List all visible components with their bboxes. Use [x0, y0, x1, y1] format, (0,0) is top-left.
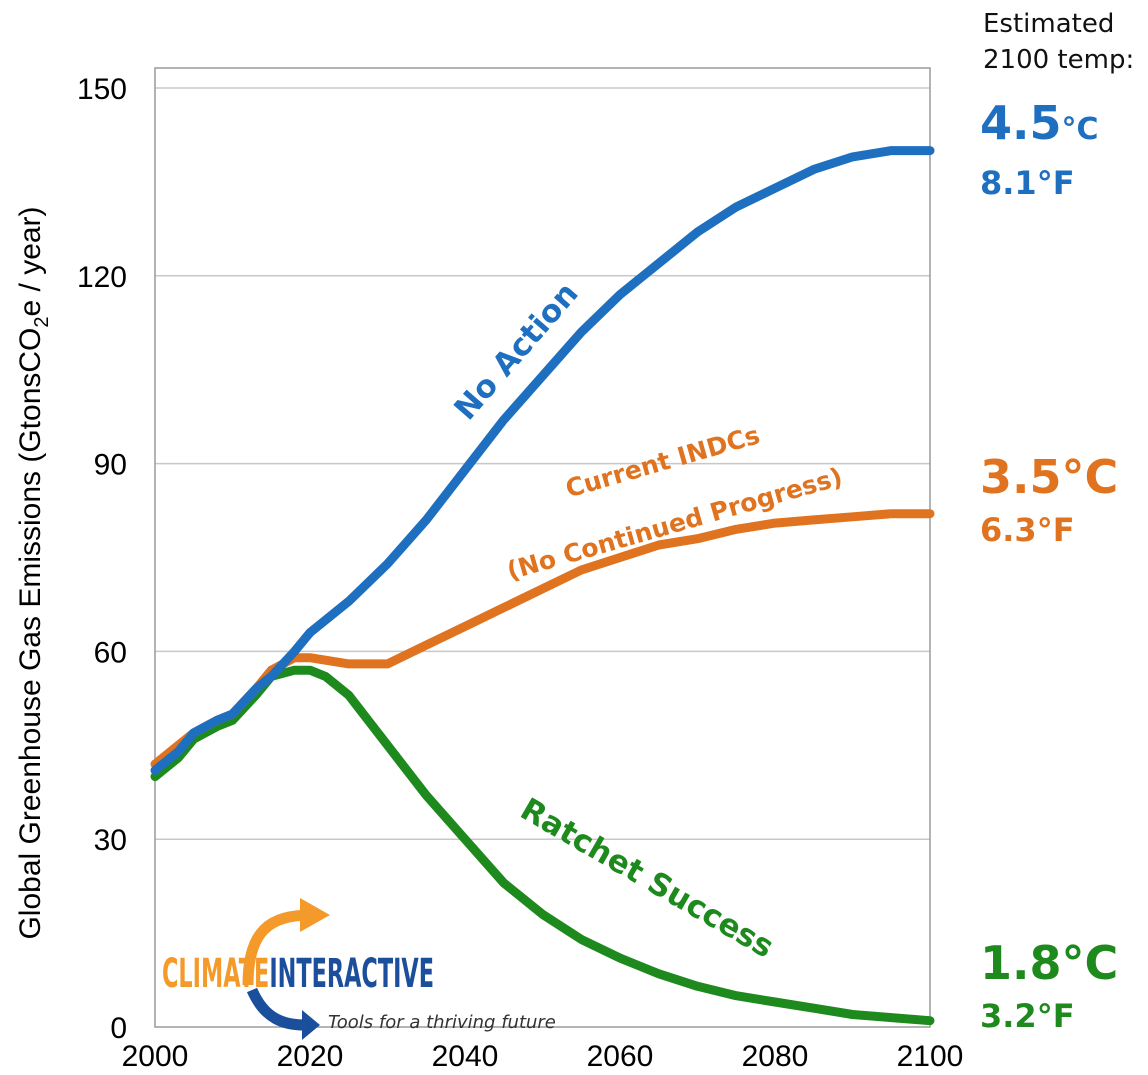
logo-word-interactive: INTERACTIVE: [269, 951, 434, 997]
y-tick-label: 150: [77, 73, 127, 106]
gridlines: [155, 87, 930, 840]
y-axis-label-main: Global Greenhouse Gas Emissions (GtonsCO: [14, 328, 47, 940]
estimated-temp-heading: Estimated 2100 temp:: [983, 6, 1134, 78]
series-lines: [150, 146, 935, 1026]
temp-fahrenheit-ratchet-success: 3.2°F: [980, 997, 1075, 1035]
x-tick-label: 2060: [587, 1040, 654, 1073]
logo-blue-arrowhead-icon: [302, 1010, 320, 1040]
temp-fahrenheit-no-action: 8.1°F: [980, 164, 1075, 202]
logo-orange-arrowhead-icon: [300, 898, 330, 932]
y-axis-label: Global Greenhouse Gas Emissions (GtonsCO…: [14, 206, 53, 939]
y-tick-label: 30: [94, 824, 127, 857]
x-tick-label: 2000: [122, 1040, 189, 1073]
y-tick-label: 0: [110, 1012, 127, 1045]
y-tick-label: 90: [94, 449, 127, 482]
series-line-no-action: [150, 146, 935, 775]
y-axis-label-tail: e / year): [14, 206, 47, 316]
temp-celsius-value-no-action: 4.5: [980, 96, 1062, 150]
plot-frame: [154, 67, 931, 1028]
logo-tagline: Tools for a thriving future: [328, 1012, 556, 1033]
y-tick-label: 120: [77, 261, 127, 294]
climate-interactive-logo: CLIMATEINTERACTIVE Tools for a thriving …: [162, 898, 556, 1040]
annotation-current-indcs-line1: Current INDCs: [562, 420, 763, 503]
temp-celsius-current-indcs: 3.5°C: [980, 450, 1119, 504]
y-tick-label: 60: [94, 636, 127, 669]
logo-blue-arrow-icon: [246, 987, 306, 1031]
axis-ticks: 0 30 60 90 120 150 2000 2020 2040 2060 2080 2100: [77, 73, 963, 1073]
x-tick-label: 2080: [742, 1040, 809, 1073]
x-tick-label: 2040: [432, 1040, 499, 1073]
temp-fahrenheit-current-indcs: 6.3°F: [980, 511, 1075, 549]
temp-current-indcs: 3.5°C 6.3°F: [980, 452, 1118, 548]
annotation-ratchet-success: Ratchet Success: [514, 791, 779, 965]
logo-word-climate: CLIMATE: [162, 951, 269, 997]
estimated-temp-heading-line2: 2100 temp:: [983, 45, 1135, 75]
temp-celsius-unit-no-action: °C: [1061, 112, 1099, 147]
x-tick-label: 2020: [277, 1040, 344, 1073]
y-axis-label-subscript: 2: [31, 316, 53, 327]
temp-ratchet-success: 1.8°C 3.2°F: [980, 938, 1118, 1034]
svg-text:CLIMATEINTERACTIVE: CLIMATEINTERACTIVE: [162, 951, 434, 997]
logo-orange-arrow-icon: [242, 909, 313, 986]
temp-celsius-ratchet-success: 1.8°C: [980, 936, 1119, 990]
estimated-temp-heading-line1: Estimated: [983, 9, 1115, 39]
temp-no-action: 4.5°C 8.1°F: [980, 98, 1099, 201]
x-tick-label: 2100: [897, 1040, 964, 1073]
temp-celsius-no-action: 4.5°C: [980, 98, 1099, 155]
